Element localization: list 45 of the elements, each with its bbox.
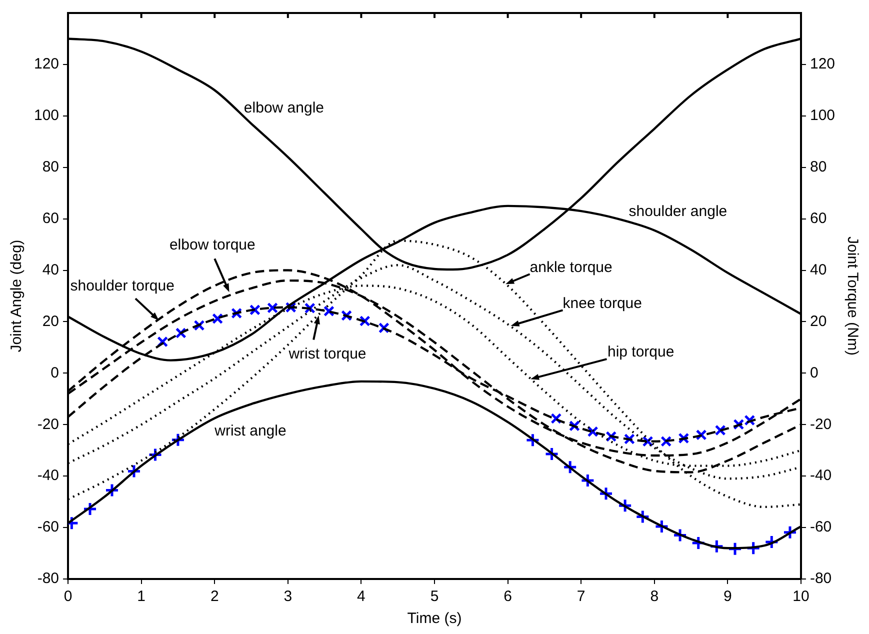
y-tick-label: 40	[42, 261, 60, 278]
x-tick-label: 1	[137, 588, 146, 606]
annotation: shoulder torque	[70, 277, 174, 294]
x-tick-label: 0	[64, 588, 72, 606]
annotation: ankle torque	[530, 258, 612, 276]
y2-tick-label: -60	[810, 518, 832, 536]
x-tick-label: 2	[210, 588, 219, 606]
x-tick-label: 6	[504, 588, 512, 606]
y2-tick-label: 80	[810, 158, 827, 176]
y2-tick-label: 20	[810, 312, 827, 330]
y-tick-label: -60	[37, 518, 60, 536]
y-tick-label: -40	[37, 467, 60, 484]
y-tick-label: 60	[42, 210, 60, 227]
series-label: wrist angle	[214, 422, 286, 440]
y2-tick-label: 100	[810, 107, 836, 124]
annotation: hip torque	[607, 344, 674, 361]
x-axis-title: Time (s)	[407, 610, 462, 628]
series-label: shoulder angle	[628, 203, 728, 220]
y2-tick-label: 40	[810, 261, 827, 278]
x-tick-label: 5	[430, 588, 439, 606]
y-tick-label: 80	[42, 158, 60, 176]
y-axis-title: Joint Angle (deg)	[8, 240, 26, 352]
y-tick-label: 120	[34, 56, 60, 73]
annotation: knee torque	[562, 294, 642, 312]
y-tick-label: 0	[50, 364, 60, 382]
y-tick-label: 100	[34, 107, 60, 124]
annotation: elbow torque	[169, 236, 256, 254]
x-tick-label: 8	[650, 588, 659, 606]
annotation: wrist torque	[288, 346, 366, 363]
y-tick-label: -20	[37, 416, 60, 433]
y2-axis-title: Joint Torque (Nm)	[844, 236, 861, 356]
y-tick-label: -80	[37, 570, 60, 588]
x-tick-label: 10	[792, 588, 810, 606]
x-tick-label: 4	[357, 588, 366, 606]
y2-tick-label: 120	[810, 56, 836, 73]
y2-tick-label: -20	[810, 416, 832, 433]
x-tick-label: 9	[724, 588, 732, 606]
y2-tick-label: -80	[810, 570, 832, 588]
series-label: elbow angle	[244, 99, 324, 116]
x-tick-label: 3	[284, 588, 292, 606]
x-tick-label: 7	[576, 588, 586, 606]
y-tick-label: 20	[42, 312, 60, 330]
y2-tick-label: 60	[810, 210, 827, 227]
y2-tick-label: 0	[810, 364, 818, 382]
y2-tick-label: -40	[810, 467, 832, 484]
